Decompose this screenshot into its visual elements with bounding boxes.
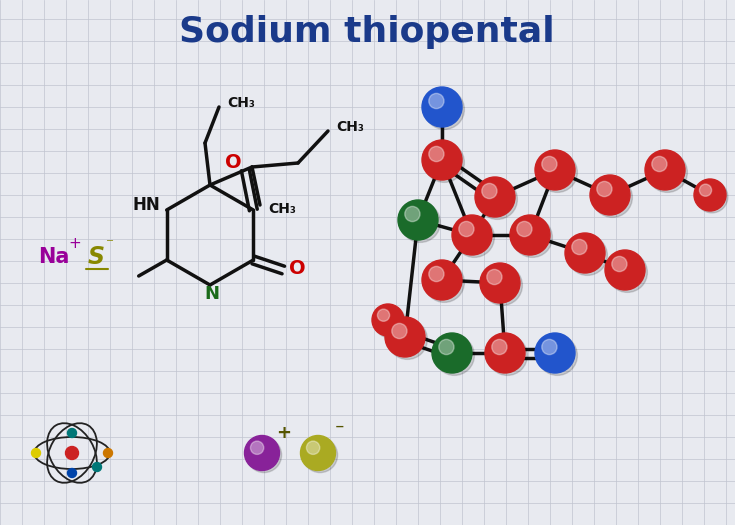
Circle shape — [652, 156, 667, 172]
Circle shape — [93, 463, 101, 471]
Circle shape — [478, 180, 517, 219]
Circle shape — [247, 438, 282, 472]
Circle shape — [454, 217, 495, 257]
Text: N: N — [204, 285, 220, 303]
Text: CH₃: CH₃ — [227, 96, 255, 110]
Circle shape — [405, 206, 420, 222]
Circle shape — [452, 215, 492, 255]
Circle shape — [648, 152, 687, 192]
Circle shape — [245, 436, 279, 470]
Circle shape — [487, 269, 502, 285]
Circle shape — [510, 215, 550, 255]
Circle shape — [65, 446, 79, 459]
Circle shape — [694, 179, 726, 211]
Text: HN: HN — [133, 196, 160, 214]
Circle shape — [398, 200, 438, 240]
Circle shape — [517, 222, 532, 237]
Circle shape — [492, 339, 507, 354]
Circle shape — [387, 319, 427, 360]
Text: Sodium thiopental: Sodium thiopental — [179, 15, 555, 49]
Circle shape — [482, 266, 523, 306]
Circle shape — [487, 335, 528, 375]
Circle shape — [612, 256, 627, 271]
Circle shape — [301, 436, 335, 470]
Circle shape — [422, 260, 462, 300]
Circle shape — [432, 333, 472, 373]
Circle shape — [696, 181, 728, 213]
Text: +: + — [276, 424, 292, 442]
Circle shape — [306, 441, 320, 455]
Circle shape — [68, 468, 76, 478]
Circle shape — [303, 438, 337, 472]
Circle shape — [434, 335, 474, 375]
Circle shape — [605, 250, 645, 290]
Circle shape — [104, 448, 112, 457]
Circle shape — [475, 177, 515, 217]
Circle shape — [597, 182, 612, 196]
Circle shape — [572, 239, 587, 255]
Text: +: + — [68, 236, 81, 251]
Circle shape — [424, 262, 465, 302]
Circle shape — [590, 175, 630, 215]
Circle shape — [565, 233, 605, 273]
Circle shape — [422, 140, 462, 180]
Circle shape — [535, 150, 575, 190]
Text: ⁻: ⁻ — [335, 422, 345, 440]
Text: O: O — [289, 259, 306, 278]
Text: S: S — [88, 245, 105, 269]
Circle shape — [645, 150, 685, 190]
Circle shape — [535, 333, 575, 373]
Circle shape — [439, 339, 454, 354]
Circle shape — [392, 323, 407, 339]
Text: CH₃: CH₃ — [336, 120, 364, 134]
Circle shape — [424, 89, 465, 129]
Circle shape — [251, 441, 264, 455]
Circle shape — [537, 335, 578, 375]
Text: Na: Na — [38, 247, 69, 267]
Text: CH₃: CH₃ — [268, 202, 296, 216]
Circle shape — [567, 235, 607, 276]
Circle shape — [372, 304, 404, 336]
Circle shape — [429, 146, 444, 162]
Circle shape — [68, 428, 76, 437]
Circle shape — [592, 177, 632, 217]
Circle shape — [700, 184, 711, 196]
Circle shape — [374, 306, 406, 338]
Circle shape — [32, 448, 40, 457]
Circle shape — [512, 217, 553, 257]
Circle shape — [480, 263, 520, 303]
Circle shape — [459, 222, 474, 237]
Circle shape — [401, 203, 440, 243]
Circle shape — [607, 253, 648, 292]
Circle shape — [482, 183, 497, 198]
Circle shape — [429, 93, 444, 109]
Circle shape — [542, 339, 557, 354]
Text: O: O — [225, 152, 242, 172]
Circle shape — [429, 266, 444, 281]
Circle shape — [537, 152, 578, 192]
Circle shape — [485, 333, 525, 373]
Circle shape — [378, 309, 390, 321]
Circle shape — [422, 87, 462, 127]
Circle shape — [542, 156, 557, 172]
Circle shape — [385, 317, 425, 357]
Text: ⁻: ⁻ — [106, 236, 114, 251]
Circle shape — [424, 142, 465, 182]
